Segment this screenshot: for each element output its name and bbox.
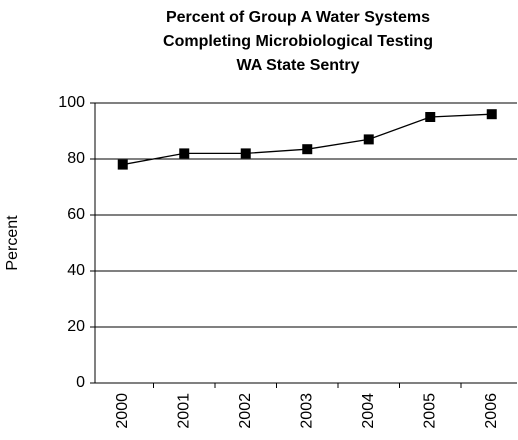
series-line <box>122 113 492 166</box>
x-tick-label: 2000 <box>114 393 131 429</box>
chart-title: WA State Sentry <box>237 57 360 74</box>
y-tick-label: 100 <box>58 94 85 111</box>
point-marker <box>179 148 190 159</box>
x-tick-label: 2006 <box>483 393 500 429</box>
chart-title: Percent of Group A Water Systems <box>166 9 430 26</box>
point-marker <box>425 112 436 122</box>
x-tick-label: 2002 <box>237 393 254 429</box>
x-tick-label: 2001 <box>175 393 192 429</box>
point-marker <box>302 144 313 155</box>
point-marker <box>117 159 128 170</box>
y-tick-label: 0 <box>76 374 85 391</box>
y-tick-label: 20 <box>67 318 85 335</box>
x-tick-label: 2003 <box>298 393 315 429</box>
y-tick-label: 80 <box>67 150 85 167</box>
point-marker <box>363 134 374 145</box>
y-tick-label: 60 <box>67 206 85 223</box>
y-axis-label: Percent <box>4 215 21 271</box>
point-marker <box>486 109 497 120</box>
x-tick-label: 2005 <box>421 393 438 429</box>
y-tick-label: 40 <box>67 262 85 279</box>
chart-title: Completing Microbiological Testing <box>163 33 433 50</box>
point-marker <box>240 148 251 159</box>
x-tick-label: 2004 <box>360 393 377 429</box>
